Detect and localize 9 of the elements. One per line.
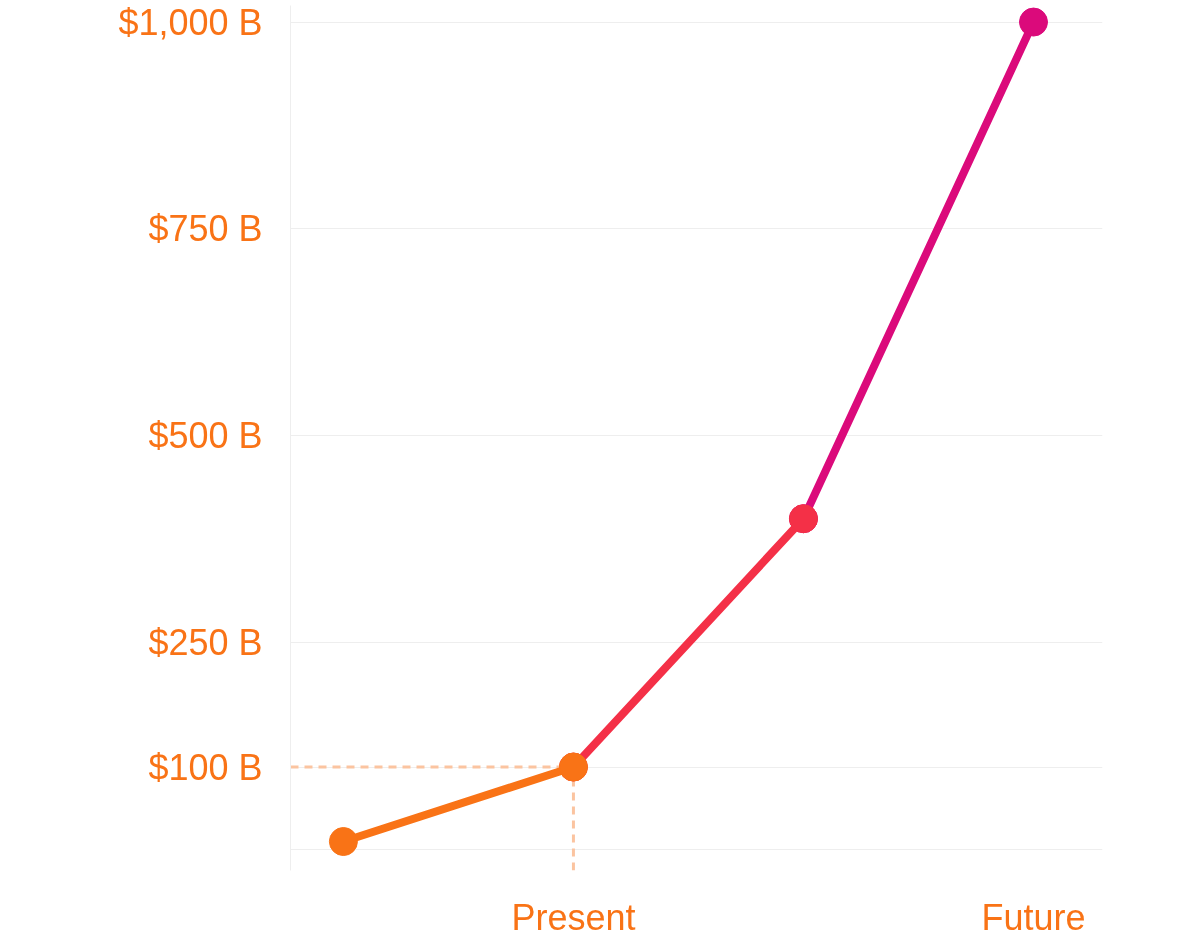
y-tick-label: $500 B: [148, 415, 263, 457]
point: [328, 827, 358, 856]
y-tick-label: $250 B: [148, 622, 263, 664]
x-tick-label: Present: [511, 896, 636, 938]
x-tick-label: Future: [981, 896, 1086, 938]
y-tick-label: $750 B: [148, 208, 263, 250]
y-tick-label: $1,000 B: [118, 1, 263, 43]
point: [1018, 7, 1048, 37]
y-tick-label: $100 B: [148, 746, 263, 788]
